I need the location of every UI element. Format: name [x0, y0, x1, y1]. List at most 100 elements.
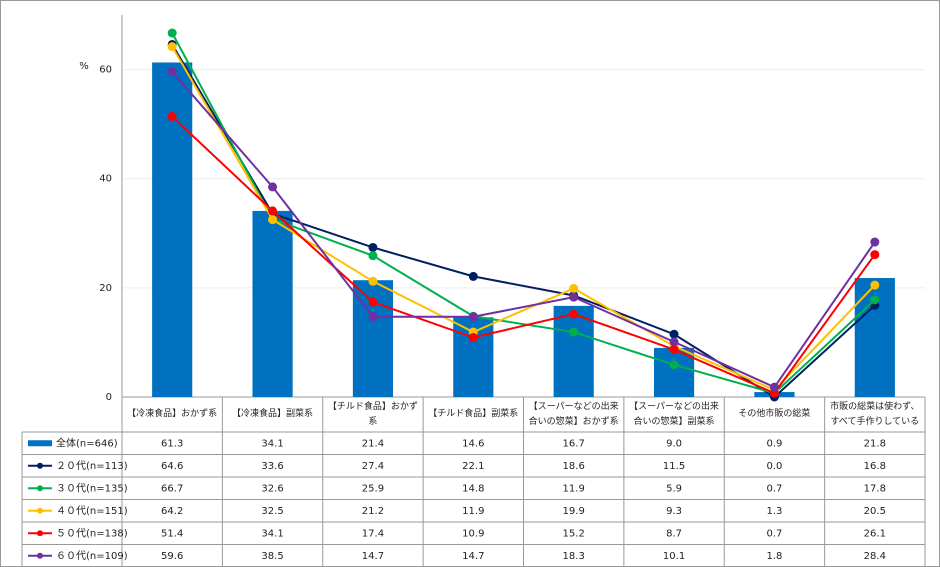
y-tick-label: 40	[99, 174, 112, 185]
data-label: 16.8	[864, 461, 886, 472]
data-label: 21.4	[362, 438, 384, 449]
data-label: 14.7	[462, 551, 484, 562]
category-cell: その他市販の総菜	[738, 409, 811, 419]
y-tick-label: 60	[99, 65, 112, 76]
data-label: 20.5	[864, 506, 886, 517]
data-label: 8.7	[666, 528, 682, 539]
marker	[468, 333, 478, 343]
marker	[569, 327, 579, 337]
marker	[368, 251, 378, 261]
data-label: 11.5	[663, 461, 685, 472]
legend-label: 全体(n=646)	[56, 436, 118, 449]
marker	[669, 329, 679, 339]
marker	[368, 297, 378, 307]
marker	[569, 283, 579, 293]
marker	[167, 28, 177, 38]
data-label: 11.9	[563, 483, 585, 494]
data-label: 64.6	[161, 461, 183, 472]
data-label: 1.3	[766, 506, 782, 517]
marker	[368, 242, 378, 252]
category-cell: 【スーパーなどの出来合いの惣菜】おかず系	[528, 401, 619, 427]
data-label: 15.2	[563, 528, 585, 539]
marker	[870, 250, 880, 260]
marker	[368, 276, 378, 286]
legend-label: ５０代(n=138)	[56, 527, 128, 539]
data-label: 16.7	[563, 438, 585, 449]
marker	[468, 271, 478, 281]
marker	[468, 312, 478, 322]
line	[171, 46, 876, 392]
category-cell: 【チルド食品】副菜系	[428, 409, 518, 419]
data-label: 10.9	[462, 528, 484, 539]
y-axis-label: %	[79, 61, 89, 72]
marker	[870, 295, 880, 305]
legend-swatch	[28, 440, 52, 447]
marker	[870, 280, 880, 290]
data-label: 14.6	[462, 438, 484, 449]
data-label: 1.8	[766, 551, 782, 562]
data-label: 51.4	[161, 528, 183, 539]
legend-label: ３０代(n=135)	[56, 482, 128, 494]
data-label: 26.1	[864, 528, 886, 539]
data-label: 21.2	[362, 506, 384, 517]
marker	[669, 360, 679, 370]
data-label: 17.8	[864, 483, 886, 494]
legend-swatch	[37, 530, 43, 537]
data-label: 0.7	[766, 528, 782, 539]
category-cell: 【チルド食品】おかず系	[327, 401, 418, 427]
legend-label: ４０代(n=151)	[56, 505, 128, 517]
data-label: 34.1	[261, 438, 283, 449]
bar	[252, 210, 293, 397]
category-label: 【スーパーなどの出来合いの惣菜】おかず系	[528, 401, 619, 427]
data-label: 61.3	[161, 438, 183, 449]
category-cell: 【冷凍食品】おかず系	[127, 409, 217, 419]
data-label: 0.0	[766, 461, 782, 472]
data-label: 14.8	[462, 483, 484, 494]
marker	[167, 67, 177, 77]
legend-swatch	[37, 507, 43, 514]
data-label: 25.9	[362, 483, 384, 494]
marker	[167, 112, 177, 122]
legend-swatch	[37, 462, 43, 469]
category-cell: 【冷凍食品】副菜系	[232, 409, 314, 419]
y-tick-label: 0	[106, 392, 112, 403]
marker	[268, 215, 278, 225]
data-label: 32.5	[261, 506, 283, 517]
data-label: 32.6	[261, 483, 283, 494]
marker	[669, 345, 679, 355]
category-label: 市販の総菜は使わず、すべて手作りしている	[830, 401, 920, 427]
category-cell: 【スーパーなどの出来合いの惣菜】副菜系	[629, 401, 720, 427]
line	[171, 71, 876, 389]
marker	[268, 182, 278, 192]
marker	[167, 42, 177, 52]
marker	[569, 292, 579, 302]
data-label: 38.5	[261, 551, 283, 562]
legend-swatch	[37, 485, 43, 492]
data-label: 0.9	[766, 438, 782, 449]
data-label: 22.1	[462, 461, 484, 472]
line	[171, 115, 876, 395]
legend-label: ２０代(n=113)	[56, 460, 128, 472]
marker	[268, 206, 278, 216]
legend-swatch	[37, 552, 43, 559]
data-label: 34.1	[261, 528, 283, 539]
category-label: 【チルド食品】おかず系	[327, 401, 418, 427]
data-label: 17.4	[362, 528, 384, 539]
category-label: 【スーパーなどの出来合いの惣菜】副菜系	[629, 401, 720, 427]
data-label: 21.8	[864, 438, 886, 449]
data-label: 18.6	[563, 461, 585, 472]
data-label: 18.3	[563, 551, 585, 562]
data-label: 0.7	[766, 483, 782, 494]
y-tick-label: 20	[99, 283, 112, 294]
data-label: 28.4	[864, 551, 886, 562]
category-cell: 市販の総菜は使わず、すべて手作りしている	[830, 401, 920, 427]
marker	[569, 309, 579, 319]
category-label: その他市販の総菜	[738, 409, 811, 419]
data-label: 66.7	[161, 483, 183, 494]
data-label: 9.3	[666, 506, 682, 517]
data-label: 10.1	[663, 551, 685, 562]
category-label: 【冷凍食品】副菜系	[232, 409, 314, 419]
data-label: 33.6	[261, 461, 283, 472]
